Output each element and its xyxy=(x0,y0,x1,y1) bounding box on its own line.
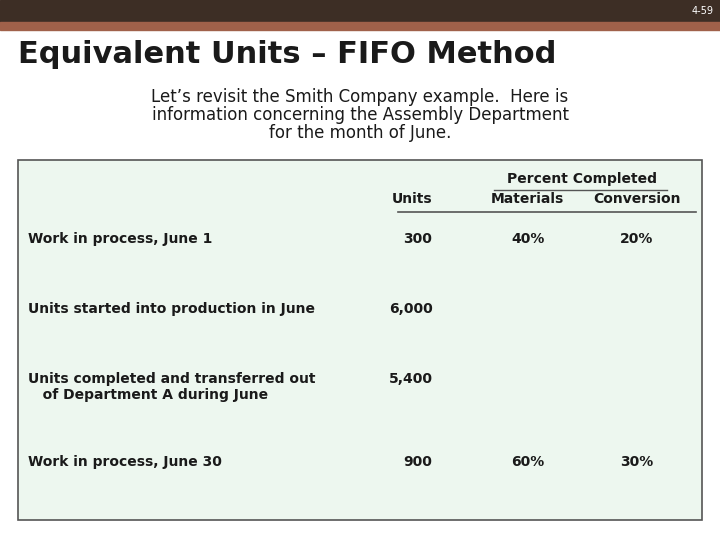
Text: 30%: 30% xyxy=(621,455,654,469)
Text: Units started into production in June: Units started into production in June xyxy=(28,302,315,316)
Text: Let’s revisit the Smith Company example.  Here is: Let’s revisit the Smith Company example.… xyxy=(151,88,569,106)
Text: information concerning the Assembly Department: information concerning the Assembly Depa… xyxy=(151,106,569,124)
Text: 60%: 60% xyxy=(511,455,544,469)
Text: Conversion: Conversion xyxy=(593,192,681,206)
Text: of Department A during June: of Department A during June xyxy=(28,388,268,402)
Text: Work in process, June 1: Work in process, June 1 xyxy=(28,232,212,246)
Bar xyxy=(0,22,720,30)
Text: 4-59: 4-59 xyxy=(692,6,714,16)
Text: 900: 900 xyxy=(403,455,433,469)
Bar xyxy=(0,0,720,22)
Text: Equivalent Units – FIFO Method: Equivalent Units – FIFO Method xyxy=(18,40,557,69)
Text: 20%: 20% xyxy=(621,232,654,246)
Text: Units: Units xyxy=(392,192,433,206)
Text: Percent Completed: Percent Completed xyxy=(508,172,657,186)
Text: 5,400: 5,400 xyxy=(388,372,433,386)
Text: Materials: Materials xyxy=(491,192,564,206)
Text: 6,000: 6,000 xyxy=(389,302,433,316)
Text: for the month of June.: for the month of June. xyxy=(269,124,451,142)
FancyBboxPatch shape xyxy=(18,160,702,520)
Text: 40%: 40% xyxy=(511,232,544,246)
Text: Units completed and transferred out: Units completed and transferred out xyxy=(28,372,315,386)
Text: 300: 300 xyxy=(403,232,433,246)
Text: Work in process, June 30: Work in process, June 30 xyxy=(28,455,222,469)
